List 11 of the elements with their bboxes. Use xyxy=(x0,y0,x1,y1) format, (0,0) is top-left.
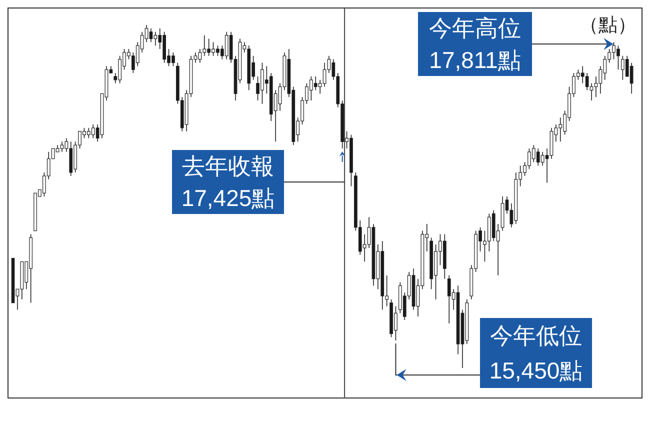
candlestick xyxy=(585,72,589,91)
candlestick xyxy=(540,152,544,166)
annotation: 去年收報 17,425點 xyxy=(181,153,275,211)
candlestick xyxy=(60,141,64,152)
candlestick xyxy=(149,28,153,43)
y-axis-title: （點） xyxy=(580,15,636,36)
annotation: 今年高位 17,811點 xyxy=(429,15,521,73)
candlestick xyxy=(630,62,634,94)
candlestick xyxy=(198,48,202,64)
annotation: 今年低位 15,450點 xyxy=(489,322,583,384)
candlestick xyxy=(154,31,158,46)
